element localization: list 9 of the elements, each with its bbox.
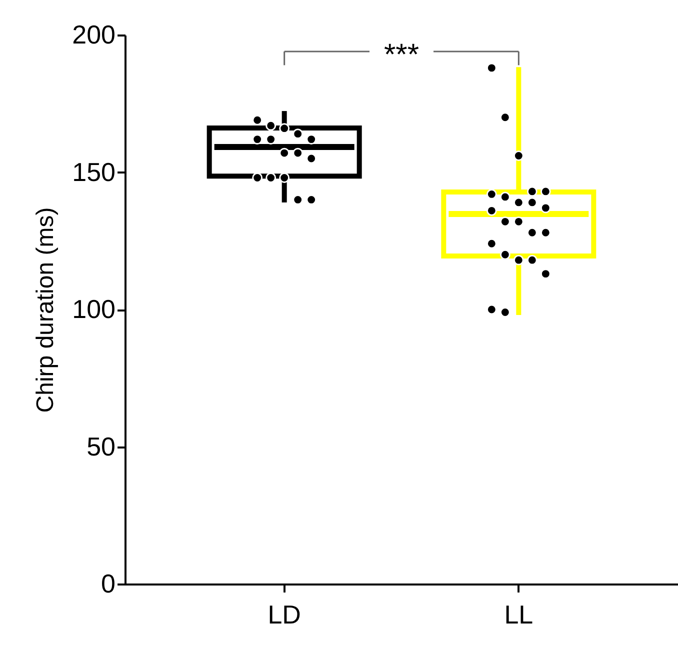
x-tick-label: LL (504, 600, 534, 630)
annotation: *** (384, 38, 420, 72)
y-tick-label: 50 (86, 431, 116, 462)
x-tick-label: LD (268, 600, 301, 630)
y-axis-title: Chirp duration (ms) (32, 207, 60, 413)
y-tick-label: 200 (72, 20, 116, 50)
y-tick-label: 0 (101, 568, 116, 598)
y-tick-label: 100 (72, 294, 116, 324)
y-tick-label: 150 (72, 156, 116, 187)
